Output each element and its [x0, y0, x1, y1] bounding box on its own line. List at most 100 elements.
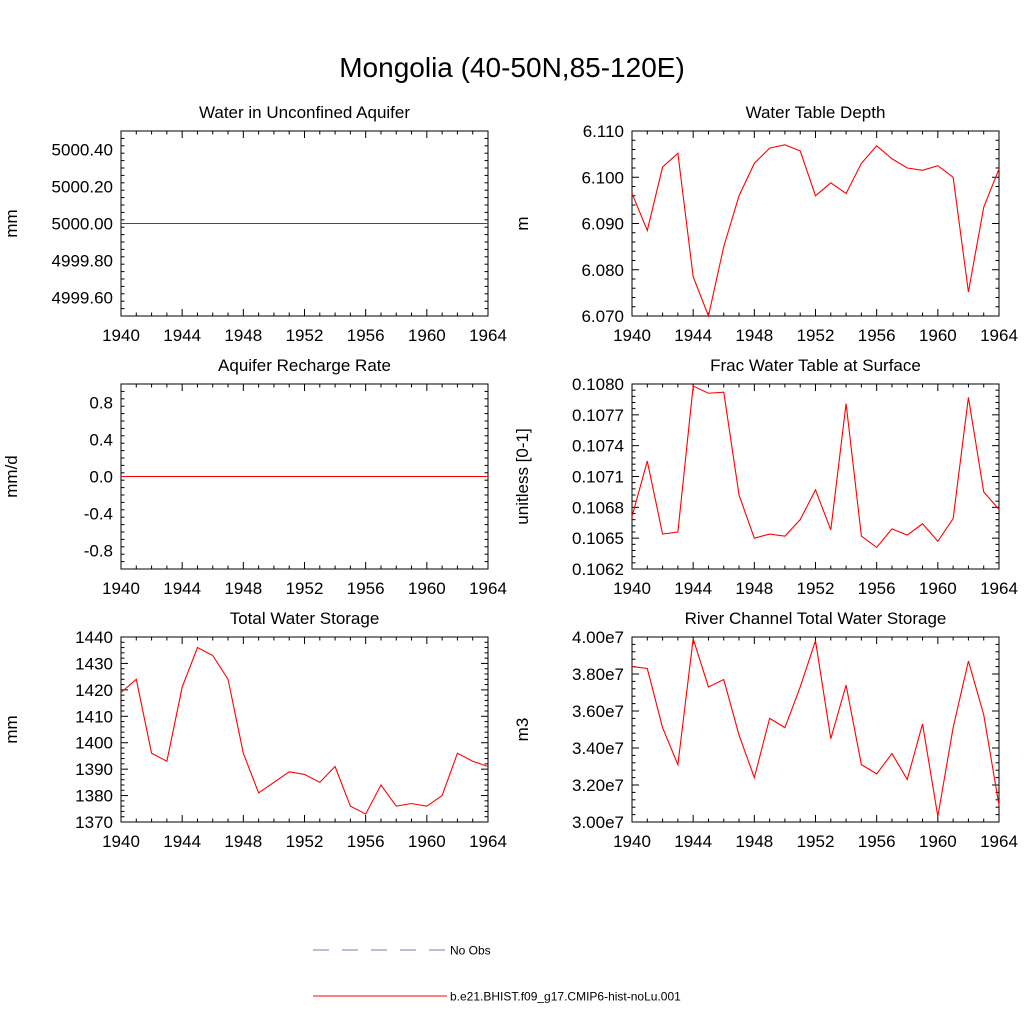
- panel-water-table-depth: Water Table Depth m 1940 1944 1948 1952 1956 19…: [513, 103, 1018, 345]
- series-line: [631, 144, 1000, 318]
- y-tick-label: 3.00e7: [572, 813, 624, 832]
- x-tick-label: 1960: [919, 832, 957, 851]
- x-tick-label: 1948: [735, 326, 773, 345]
- panel-aquifer-recharge-rate: Aquifer Recharge Rate mm/d 1940 1944 1948 195…: [2, 356, 507, 598]
- y-tick-label: 4.00e7: [572, 628, 624, 647]
- panel-title: Water Table Depth: [746, 103, 886, 122]
- x-tick-label: 1964: [980, 579, 1018, 598]
- legend: No Obs b.e21.BHIST.f09_g17.CMIP6-hist-no…: [313, 944, 681, 1004]
- panel-river-channel-total-water-storage: River Channel Total Water Storage m3 1940 1…: [513, 609, 1018, 851]
- y-axis-label: mm: [2, 209, 21, 237]
- y-tick-label: 1430: [75, 654, 113, 673]
- plot-frame: [631, 383, 1000, 570]
- x-tick-label: 1952: [797, 832, 835, 851]
- y-tick-label: 0.1062: [572, 560, 624, 579]
- x-tick-label: 1940: [613, 326, 651, 345]
- x-tick-label: 1948: [735, 579, 773, 598]
- x-tick-label: 1956: [858, 326, 896, 345]
- figure-title: Mongolia (40-50N,85-120E): [339, 52, 685, 83]
- y-tick-label: -0.4: [84, 505, 113, 524]
- x-tick-label: 1960: [919, 579, 957, 598]
- y-tick-label: 1370: [75, 813, 113, 832]
- x-tick-label: 1940: [102, 832, 140, 851]
- x-tick-label: 1964: [980, 326, 1018, 345]
- x-tick-label: 1960: [408, 832, 446, 851]
- y-tick-label: 0.4: [89, 431, 113, 450]
- y-tick-label: 5000.20: [52, 178, 113, 197]
- x-tick-label: 1956: [347, 326, 385, 345]
- x-tick-label: 1948: [224, 579, 262, 598]
- x-tick-label: 1964: [980, 832, 1018, 851]
- x-tick-label: 1952: [286, 326, 324, 345]
- y-tick-label: 0.1074: [572, 437, 624, 456]
- panel-water-in-unconfined-aquifer: Water in Unconfined Aquifer mm 1940 1944 194…: [2, 103, 507, 345]
- plot-frame: [120, 636, 489, 823]
- x-tick-label: 1948: [735, 832, 773, 851]
- legend-label-no-obs: No Obs: [450, 944, 491, 958]
- panel-title: River Channel Total Water Storage: [685, 609, 947, 628]
- y-tick-label: 6.080: [581, 261, 624, 280]
- x-tick-label: 1960: [408, 579, 446, 598]
- x-tick-label: 1940: [613, 832, 651, 851]
- y-tick-label: 0.0: [89, 468, 113, 487]
- x-tick-label: 1960: [919, 326, 957, 345]
- x-tick-label: 1940: [102, 579, 140, 598]
- y-tick-label: 5000.00: [52, 215, 113, 234]
- y-tick-label: 3.80e7: [572, 665, 624, 684]
- panel-title: Total Water Storage: [230, 609, 380, 628]
- y-tick-label: 4999.60: [52, 289, 113, 308]
- y-axis-label: mm: [2, 715, 21, 743]
- x-tick-label: 1964: [469, 832, 507, 851]
- y-tick-label: 3.20e7: [572, 776, 624, 795]
- x-tick-label: 1944: [163, 832, 201, 851]
- x-tick-label: 1944: [674, 832, 712, 851]
- y-tick-label: 6.070: [581, 307, 624, 326]
- y-tick-label: 3.60e7: [572, 702, 624, 721]
- panel-title: Frac Water Table at Surface: [710, 356, 921, 375]
- plot-frame: [631, 636, 1000, 823]
- x-tick-label: 1956: [858, 832, 896, 851]
- panel-title: Aquifer Recharge Rate: [218, 356, 391, 375]
- x-tick-label: 1940: [613, 579, 651, 598]
- y-tick-label: 6.110: [583, 122, 624, 141]
- y-tick-label: 3.40e7: [572, 739, 624, 758]
- y-tick-label: 1410: [75, 707, 113, 726]
- x-tick-label: 1944: [163, 326, 201, 345]
- x-tick-label: 1956: [858, 579, 896, 598]
- series-line: [631, 385, 1000, 549]
- y-axis-label: mm/d: [2, 455, 21, 498]
- y-tick-label: 1420: [75, 681, 113, 700]
- x-tick-label: 1960: [408, 326, 446, 345]
- x-tick-label: 1948: [224, 326, 262, 345]
- y-tick-label: 0.1071: [572, 468, 624, 487]
- x-tick-label: 1952: [286, 579, 324, 598]
- y-tick-label: 5000.40: [52, 141, 113, 160]
- y-axis-label: unitless [0-1]: [513, 428, 532, 524]
- x-tick-label: 1952: [797, 579, 835, 598]
- x-tick-label: 1944: [674, 579, 712, 598]
- x-tick-label: 1944: [674, 326, 712, 345]
- y-axis-label: m3: [513, 718, 532, 742]
- y-tick-label: -0.8: [84, 542, 113, 561]
- y-tick-label: 1380: [75, 787, 113, 806]
- series-line: [120, 646, 489, 815]
- panel-total-water-storage: Total Water Storage mm 1940 1944 1948 1952 195…: [2, 609, 507, 851]
- x-tick-label: 1964: [469, 579, 507, 598]
- y-tick-label: 0.8: [89, 394, 113, 413]
- series-line: [631, 638, 1000, 817]
- y-tick-label: 1400: [75, 734, 113, 753]
- y-tick-label: 0.1077: [572, 406, 624, 425]
- x-tick-label: 1956: [347, 832, 385, 851]
- x-tick-label: 1956: [347, 579, 385, 598]
- x-tick-label: 1964: [469, 326, 507, 345]
- x-tick-label: 1952: [286, 832, 324, 851]
- x-tick-label: 1948: [224, 832, 262, 851]
- legend-label-model-run: b.e21.BHIST.f09_g17.CMIP6-hist-noLu.001: [450, 990, 681, 1004]
- x-tick-label: 1940: [102, 326, 140, 345]
- y-tick-label: 0.1080: [572, 375, 624, 394]
- x-tick-label: 1952: [797, 326, 835, 345]
- y-tick-label: 6.090: [581, 215, 624, 234]
- y-tick-label: 0.1068: [572, 498, 624, 517]
- y-tick-label: 1440: [75, 628, 113, 647]
